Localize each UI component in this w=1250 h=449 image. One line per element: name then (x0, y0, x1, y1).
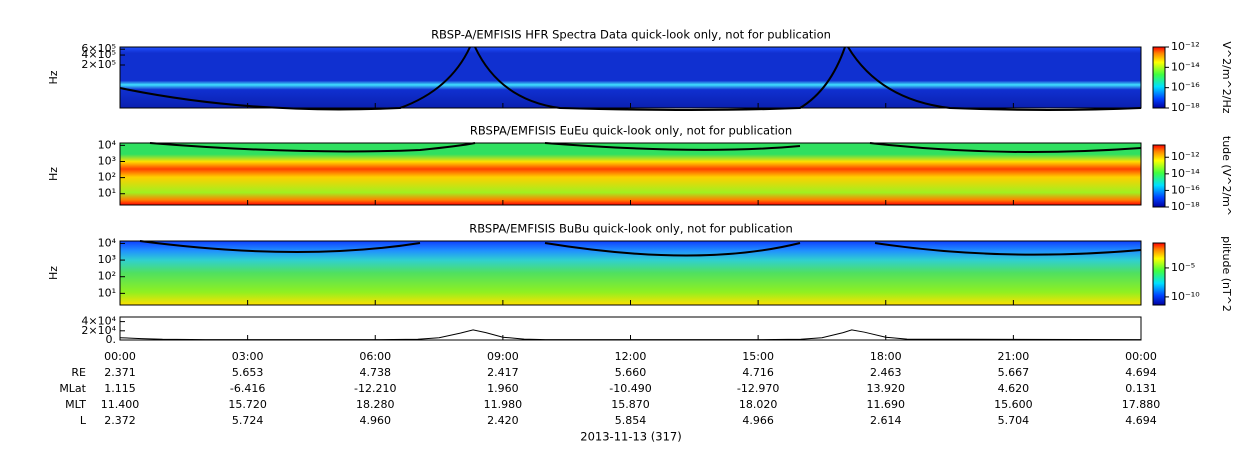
colorbar-tick-label: 10⁻¹⁴ (1171, 167, 1200, 180)
ephemeris-label: L (80, 414, 87, 427)
colorbar-tick-label: 10⁻¹² (1171, 150, 1200, 163)
ephemeris-value: 4.694 (1125, 366, 1157, 379)
ephemeris-value: 11.980 (484, 398, 523, 411)
ephemeris-value: 11.690 (867, 398, 906, 411)
colorbar (1152, 144, 1166, 208)
ephemeris-label: RE (71, 366, 86, 379)
ephemeris-label: MLT (65, 398, 86, 411)
ephemeris-value: 5.854 (615, 414, 647, 427)
x-tick-label: 03:00 (232, 350, 264, 363)
colorbar-tick-label: 10⁻¹⁰ (1171, 290, 1200, 303)
ephemeris-value: 2.463 (870, 366, 902, 379)
colorbar-tick-label: 10⁻¹² (1171, 40, 1200, 53)
y-tick-label: 10¹ (98, 187, 116, 200)
x-tick-label: 00:00 (104, 350, 136, 363)
ephemeris-value: 2.420 (487, 414, 519, 427)
x-tick-label: 00:00 (1125, 350, 1157, 363)
ephemeris-value: 11.400 (101, 398, 140, 411)
line-series (119, 329, 1142, 341)
ephemeris-value: -12.970 (737, 382, 779, 395)
spectrogram-image (120, 47, 1141, 108)
ephemeris-value: 2.371 (104, 366, 136, 379)
spectrogram-image (120, 143, 1141, 205)
ephemeris-value: 5.667 (998, 366, 1030, 379)
x-tick-label: 12:00 (615, 350, 647, 363)
curve (149, 142, 1142, 153)
colorbar-label: V^2/m^2/Hz (1220, 41, 1233, 113)
y-axis-label: Hz (47, 167, 60, 181)
ephemeris-value: 18.020 (739, 398, 778, 411)
y-tick-label: 4×10⁴ (81, 315, 116, 328)
ephemeris-value: 2.614 (870, 414, 902, 427)
y-axis-label: Hz (47, 266, 60, 280)
ephemeris-value: -12.210 (354, 382, 396, 395)
y-tick-label: 10¹ (98, 286, 116, 299)
y-tick-label: 2×10⁴ (81, 324, 116, 337)
ephemeris-value: 15.600 (994, 398, 1033, 411)
ephemeris-value: -6.416 (230, 382, 265, 395)
ephemeris-value: 17.880 (1122, 398, 1161, 411)
ephemeris-value: 13.920 (867, 382, 906, 395)
ephemeris-value: 4.960 (360, 414, 392, 427)
x-tick-label: 15:00 (742, 350, 774, 363)
ephemeris-value: 2.417 (487, 366, 519, 379)
ephemeris-value: -10.490 (609, 382, 651, 395)
colorbar-label: tude (V^2/m^ (1220, 136, 1233, 216)
curve (139, 240, 1142, 257)
spectrogram-image (120, 241, 1141, 305)
ephemeris-value: 4.716 (742, 366, 774, 379)
ephemeris-value: 1.115 (104, 382, 136, 395)
x-tick-label: 18:00 (870, 350, 902, 363)
ephemeris-value: 4.620 (998, 382, 1030, 395)
x-tick-label: 09:00 (487, 350, 519, 363)
y-tick-label: 4×10⁵ (81, 48, 116, 61)
panel-title: RBSPA/EMFISIS EuEu quick-look only, not … (470, 124, 792, 138)
panel-title: RBSP-A/EMFISIS HFR Spectra Data quick-lo… (431, 28, 831, 42)
x-tick-label: 06:00 (359, 350, 391, 363)
colorbar-tick-label: 10⁻¹⁸ (1171, 101, 1200, 114)
y-tick-label: 0. (106, 333, 117, 346)
ephemeris-value: 4.694 (1125, 414, 1157, 427)
ephemeris-value: 15.870 (611, 398, 650, 411)
ephemeris-value: 0.131 (1125, 382, 1157, 395)
ephemeris-value: 4.966 (742, 414, 774, 427)
y-axis-label: Hz (47, 70, 60, 84)
ephemeris-value: 4.738 (360, 366, 392, 379)
colorbar-tick-label: 10⁻¹⁶ (1171, 81, 1200, 94)
y-tick-label: 10³ (98, 253, 116, 266)
colorbar-tick-label: 10⁻⁵ (1171, 261, 1195, 274)
curve (474, 46, 846, 111)
curve (119, 46, 471, 111)
ephemeris-value: 18.280 (356, 398, 395, 411)
ephemeris-value: 2.372 (104, 414, 136, 427)
panel-title: RBSPA/EMFISIS BuBu quick-look only, not … (469, 222, 793, 236)
colorbar-label: plitude (nT^2 (1220, 236, 1233, 312)
y-tick-label: 10³ (98, 154, 116, 167)
ephemeris-value: 5.653 (232, 366, 264, 379)
colorbar-tick-label: 10⁻¹⁸ (1171, 200, 1200, 213)
ephemeris-label: MLat (59, 382, 86, 395)
ephemeris-value: 1.960 (487, 382, 519, 395)
ephemeris-value: 5.704 (998, 414, 1030, 427)
y-tick-label: 10⁴ (98, 138, 117, 151)
ephemeris-value: 15.720 (228, 398, 267, 411)
y-tick-label: 10² (98, 171, 116, 184)
y-tick-label: 10⁴ (98, 236, 117, 249)
ephemeris-value: 5.660 (615, 366, 647, 379)
x-tick-label: 21:00 (998, 350, 1030, 363)
date-label: 2013-11-13 (317) (580, 430, 681, 444)
y-tick-label: 2×10⁵ (81, 58, 116, 71)
colorbar (1152, 242, 1166, 306)
colorbar-tick-label: 10⁻¹⁶ (1171, 183, 1200, 196)
ephemeris-value: 5.724 (232, 414, 264, 427)
y-tick-label: 10² (98, 270, 116, 283)
y-tick-label: 6×10⁵ (81, 42, 116, 55)
colorbar (1152, 46, 1166, 109)
colorbar-tick-label: 10⁻¹⁴ (1171, 60, 1200, 73)
